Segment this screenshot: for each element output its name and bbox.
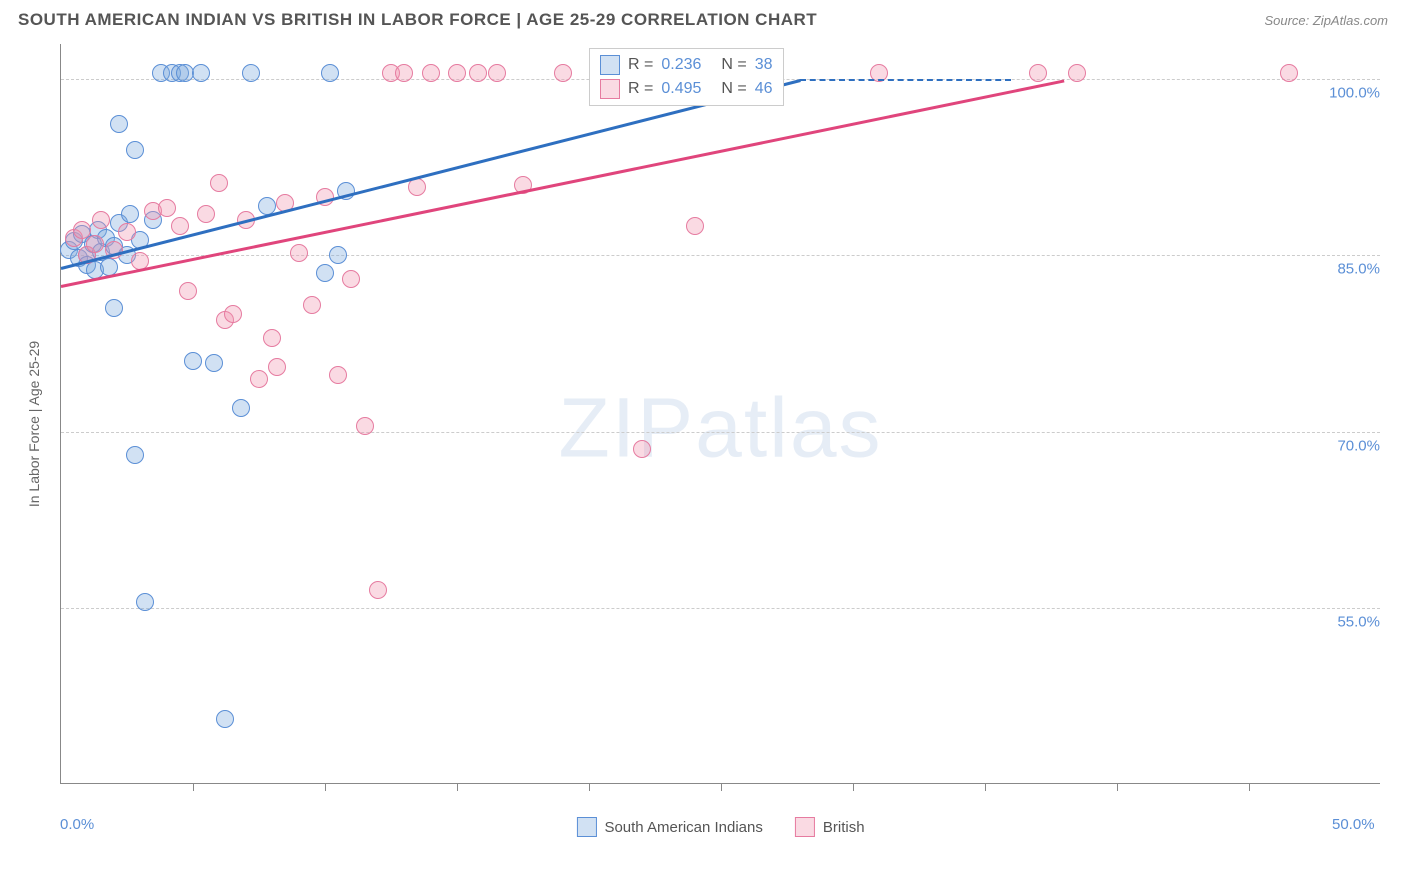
point-british — [179, 282, 197, 300]
correlation-legend: R = 0.236 N = 38 R = 0.495 N = 46 — [589, 48, 784, 106]
chart-title: SOUTH AMERICAN INDIAN VS BRITISH IN LABO… — [18, 10, 817, 30]
point-sai — [105, 299, 123, 317]
chart-container: In Labor Force | Age 25-29 ZIPatlas 100.… — [18, 44, 1388, 844]
series-legend-item: British — [795, 817, 865, 837]
point-sai — [192, 64, 210, 82]
point-british — [1029, 64, 1047, 82]
point-british — [1280, 64, 1298, 82]
point-british — [118, 223, 136, 241]
point-british — [92, 211, 110, 229]
y-tick-label: 55.0% — [1335, 613, 1382, 630]
point-sai — [205, 354, 223, 372]
gridline-h — [61, 432, 1380, 433]
watermark-bold: ZIP — [558, 381, 695, 475]
x-tick — [457, 783, 458, 791]
chart-header: SOUTH AMERICAN INDIAN VS BRITISH IN LABO… — [0, 0, 1406, 36]
chart-source: Source: ZipAtlas.com — [1264, 13, 1388, 28]
point-british — [197, 205, 215, 223]
watermark-thin: atlas — [695, 381, 882, 475]
x-tick — [589, 783, 590, 791]
point-british — [342, 270, 360, 288]
x-tick — [1249, 783, 1250, 791]
series-legend: South American Indians British — [576, 817, 864, 837]
legend-r-value: 0.495 — [661, 77, 701, 101]
point-sai — [184, 352, 202, 370]
point-sai — [321, 64, 339, 82]
point-sai — [110, 115, 128, 133]
legend-swatch — [795, 817, 815, 837]
point-british — [268, 358, 286, 376]
point-british — [290, 244, 308, 262]
x-tick — [1117, 783, 1118, 791]
point-british — [488, 64, 506, 82]
y-tick-label: 100.0% — [1327, 85, 1382, 102]
legend-swatch — [576, 817, 596, 837]
point-british — [250, 370, 268, 388]
point-british — [73, 221, 91, 239]
point-sai — [232, 399, 250, 417]
x-tick — [325, 783, 326, 791]
point-british — [554, 64, 572, 82]
point-british — [86, 235, 104, 253]
correlation-legend-row: R = 0.495 N = 46 — [600, 77, 773, 101]
point-british — [448, 64, 466, 82]
point-sai — [242, 64, 260, 82]
point-british — [158, 199, 176, 217]
x-tick — [193, 783, 194, 791]
point-british — [263, 329, 281, 347]
legend-n-value: 46 — [755, 77, 773, 101]
legend-r-value: 0.236 — [661, 53, 701, 77]
point-british — [469, 64, 487, 82]
plot-area: ZIPatlas 100.0% 85.0% 70.0% 55.0% R = 0.236 N … — [60, 44, 1380, 784]
point-sai — [329, 246, 347, 264]
trendline-sai-dash — [800, 79, 1011, 81]
point-british — [369, 581, 387, 599]
legend-n-label: N = — [721, 53, 746, 77]
point-sai — [136, 593, 154, 611]
point-british — [633, 440, 651, 458]
legend-swatch — [600, 79, 620, 99]
point-british — [356, 417, 374, 435]
x-tick — [853, 783, 854, 791]
legend-swatch — [600, 55, 620, 75]
y-axis-label: In Labor Force | Age 25-29 — [26, 341, 42, 507]
point-british — [329, 366, 347, 384]
legend-r-label: R = — [628, 77, 653, 101]
series-legend-label: South American Indians — [604, 819, 762, 836]
point-british — [1068, 64, 1086, 82]
gridline-h — [61, 608, 1380, 609]
x-tick-label: 50.0% — [1332, 816, 1375, 833]
y-tick-label: 85.0% — [1335, 261, 1382, 278]
point-sai — [216, 710, 234, 728]
x-tick — [721, 783, 722, 791]
point-sai — [121, 205, 139, 223]
point-sai — [126, 446, 144, 464]
point-sai — [126, 141, 144, 159]
y-tick-label: 70.0% — [1335, 437, 1382, 454]
x-tick-label: 0.0% — [60, 816, 94, 833]
point-british — [395, 64, 413, 82]
trendline-sai — [61, 79, 801, 270]
legend-r-label: R = — [628, 53, 653, 77]
point-british — [303, 296, 321, 314]
series-legend-item: South American Indians — [576, 817, 762, 837]
point-british — [224, 305, 242, 323]
gridline-h — [61, 255, 1380, 256]
series-legend-label: British — [823, 819, 865, 836]
correlation-legend-row: R = 0.236 N = 38 — [600, 53, 773, 77]
watermark: ZIPatlas — [558, 380, 882, 477]
point-british — [210, 174, 228, 192]
x-tick — [985, 783, 986, 791]
point-british — [686, 217, 704, 235]
point-british — [171, 217, 189, 235]
legend-n-label: N = — [721, 77, 746, 101]
legend-n-value: 38 — [755, 53, 773, 77]
point-british — [422, 64, 440, 82]
point-sai — [316, 264, 334, 282]
